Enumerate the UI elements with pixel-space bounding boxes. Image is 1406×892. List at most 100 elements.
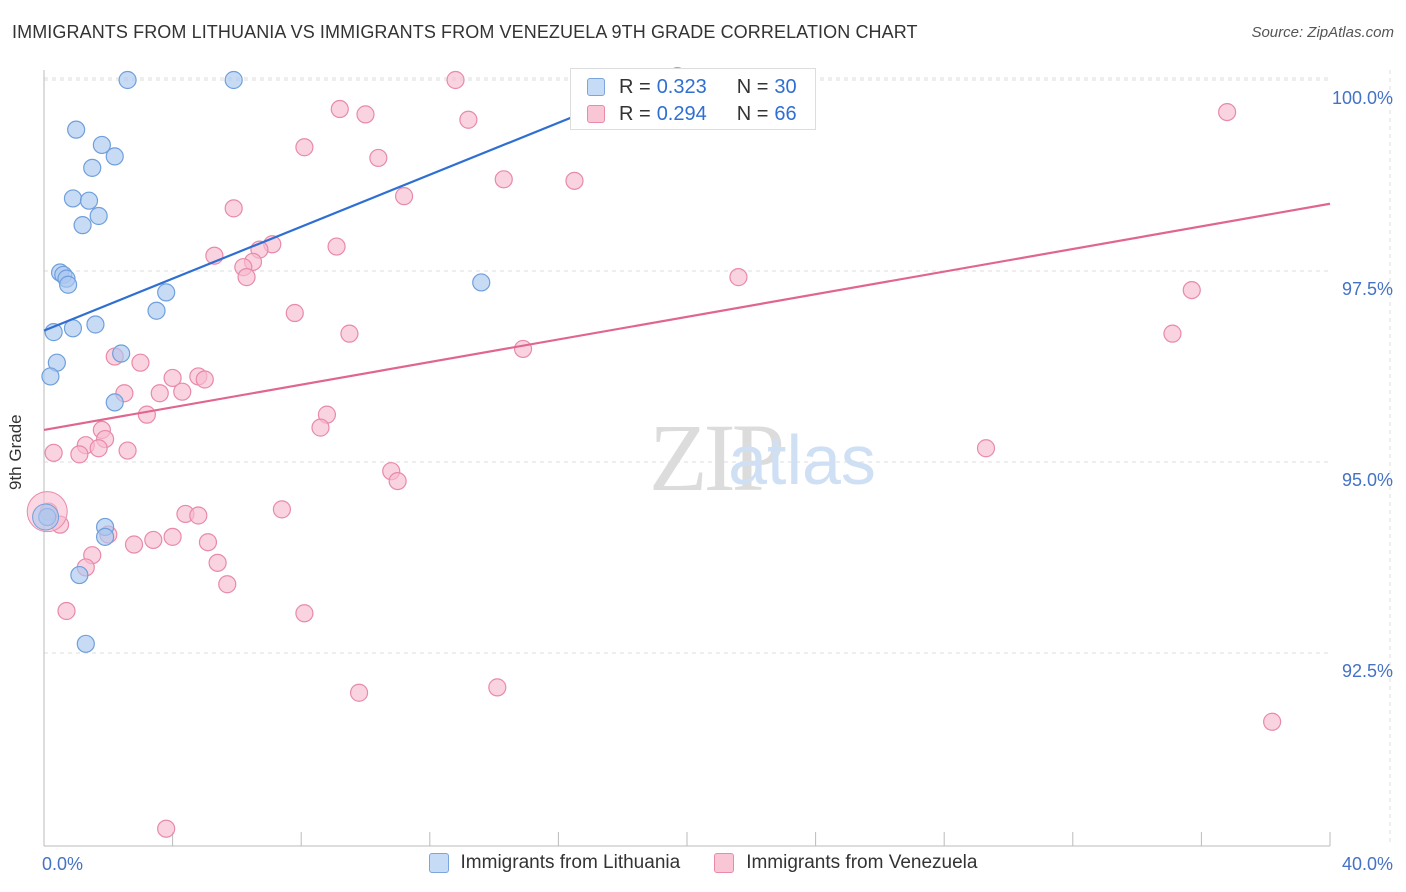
tick-labels: 100.0% 97.5% 95.0% 92.5% 0.0% 40.0% bbox=[42, 88, 1393, 874]
legend-n-value: 66 bbox=[774, 102, 797, 125]
legend-r-value: 0.294 bbox=[656, 102, 707, 125]
lithuania-point bbox=[67, 120, 86, 139]
venezuela-point bbox=[388, 472, 407, 491]
venezuela-point bbox=[311, 418, 330, 437]
lithuania-point bbox=[112, 344, 131, 363]
lithuania-point bbox=[147, 301, 166, 320]
venezuela-swatch bbox=[587, 105, 605, 123]
legend-label-venezuela: Immigrants from Venezuela bbox=[746, 852, 978, 873]
venezuela-point bbox=[565, 171, 584, 190]
legend-item-lithuania: Immigrants from Lithuania bbox=[428, 852, 681, 874]
venezuela-point bbox=[349, 683, 369, 702]
venezuela-point bbox=[89, 439, 108, 458]
y-tick-label: 92.5% bbox=[1342, 661, 1393, 681]
venezuela-point bbox=[137, 405, 156, 424]
lithuania-point bbox=[83, 158, 102, 177]
venezuela-point bbox=[1182, 281, 1201, 300]
venezuela-trend-line bbox=[43, 202, 1331, 431]
venezuela-point bbox=[150, 384, 169, 403]
lithuania-point bbox=[105, 393, 124, 412]
venezuela-point bbox=[488, 678, 507, 697]
lithuania-point bbox=[118, 70, 137, 90]
venezuela-point bbox=[285, 303, 304, 323]
venezuela-point bbox=[163, 368, 182, 388]
venezuela-point bbox=[513, 339, 533, 359]
lithuania-point bbox=[92, 135, 111, 155]
venezuela-point bbox=[976, 439, 996, 458]
watermark-atlas: atlas bbox=[728, 421, 876, 499]
venezuela-point bbox=[124, 535, 144, 554]
y-tick-label: 95.0% bbox=[1342, 470, 1393, 490]
venezuela-point bbox=[131, 353, 150, 372]
venezuela-point bbox=[295, 138, 314, 157]
lithuania-points bbox=[32, 67, 687, 653]
venezuela-point bbox=[330, 99, 349, 119]
venezuela-point bbox=[327, 237, 346, 256]
venezuela-point bbox=[57, 601, 76, 621]
y-tick-label: 100.0% bbox=[1332, 88, 1393, 108]
venezuela-point bbox=[356, 105, 375, 124]
lithuania-point bbox=[224, 70, 243, 90]
venezuela-point bbox=[272, 500, 292, 519]
venezuela-point bbox=[340, 324, 359, 343]
venezuela-point bbox=[173, 382, 192, 401]
venezuela-point bbox=[208, 553, 227, 572]
lithuania-point bbox=[32, 503, 60, 531]
venezuela-point bbox=[198, 533, 218, 552]
venezuela-swatch bbox=[714, 853, 735, 873]
watermark-zip: ZIP bbox=[649, 404, 782, 511]
lithuania-point bbox=[70, 565, 89, 585]
lithuania-swatch bbox=[587, 78, 605, 96]
lithuania-point bbox=[86, 315, 105, 334]
venezuela-point bbox=[163, 527, 182, 546]
lithuania-swatch bbox=[428, 853, 449, 873]
lithuania-point bbox=[79, 191, 99, 210]
venezuela-point bbox=[459, 110, 478, 129]
venezuela-point bbox=[446, 70, 465, 90]
legend-r-label: R = bbox=[619, 75, 651, 98]
venezuela-point bbox=[237, 268, 256, 287]
series-legend: Immigrants from Lithuania Immigrants fro… bbox=[0, 852, 1406, 874]
venezuela-point bbox=[157, 819, 176, 838]
lithuania-point bbox=[472, 273, 491, 292]
venezuela-point bbox=[218, 575, 237, 594]
lithuania-point bbox=[89, 206, 108, 226]
y-tick-label: 97.5% bbox=[1342, 279, 1393, 299]
source-label: Source: ZipAtlas.com bbox=[1251, 24, 1394, 41]
venezuela-point bbox=[118, 441, 137, 460]
lithuania-point bbox=[59, 275, 78, 294]
legend-r-value: 0.323 bbox=[656, 75, 707, 98]
lithuania-point bbox=[41, 367, 60, 386]
venezuela-point bbox=[1263, 712, 1282, 731]
legend-item-venezuela: Immigrants from Venezuela bbox=[714, 852, 977, 874]
legend-row-venezuela: R = 0.294 N = 66 bbox=[587, 102, 797, 126]
correlation-legend: R = 0.323 N = 30 R = 0.294 N = 66 bbox=[570, 68, 816, 130]
venezuela-point bbox=[70, 445, 89, 464]
chart-title: IMMIGRANTS FROM LITHUANIA VS IMMIGRANTS … bbox=[12, 22, 918, 42]
lithuania-point bbox=[95, 527, 115, 546]
legend-n-label: N = bbox=[736, 75, 769, 98]
venezuela-point bbox=[224, 199, 243, 218]
venezuela-point bbox=[189, 506, 208, 525]
venezuela-point bbox=[394, 187, 414, 206]
lithuania-point bbox=[73, 216, 92, 235]
venezuela-point bbox=[369, 148, 388, 168]
legend-n-value: 30 bbox=[774, 75, 797, 98]
lithuania-point bbox=[105, 147, 124, 166]
x-tick-label: 0.0% bbox=[42, 854, 83, 874]
venezuela-point bbox=[195, 370, 214, 389]
legend-label-lithuania: Immigrants from Lithuania bbox=[460, 852, 681, 873]
venezuela-point bbox=[1218, 102, 1237, 122]
lithuania-point bbox=[63, 189, 83, 208]
x-tick-label: 40.0% bbox=[1342, 854, 1393, 874]
legend-n-label: N = bbox=[736, 102, 769, 125]
axes bbox=[43, 70, 1331, 847]
venezuela-point bbox=[494, 170, 513, 189]
venezuela-point bbox=[295, 604, 314, 623]
legend-r-label: R = bbox=[619, 102, 651, 125]
legend-row-lithuania: R = 0.323 N = 30 bbox=[587, 75, 797, 99]
lithuania-point bbox=[157, 283, 176, 302]
venezuela-point bbox=[729, 268, 748, 287]
lithuania-point bbox=[76, 634, 95, 653]
